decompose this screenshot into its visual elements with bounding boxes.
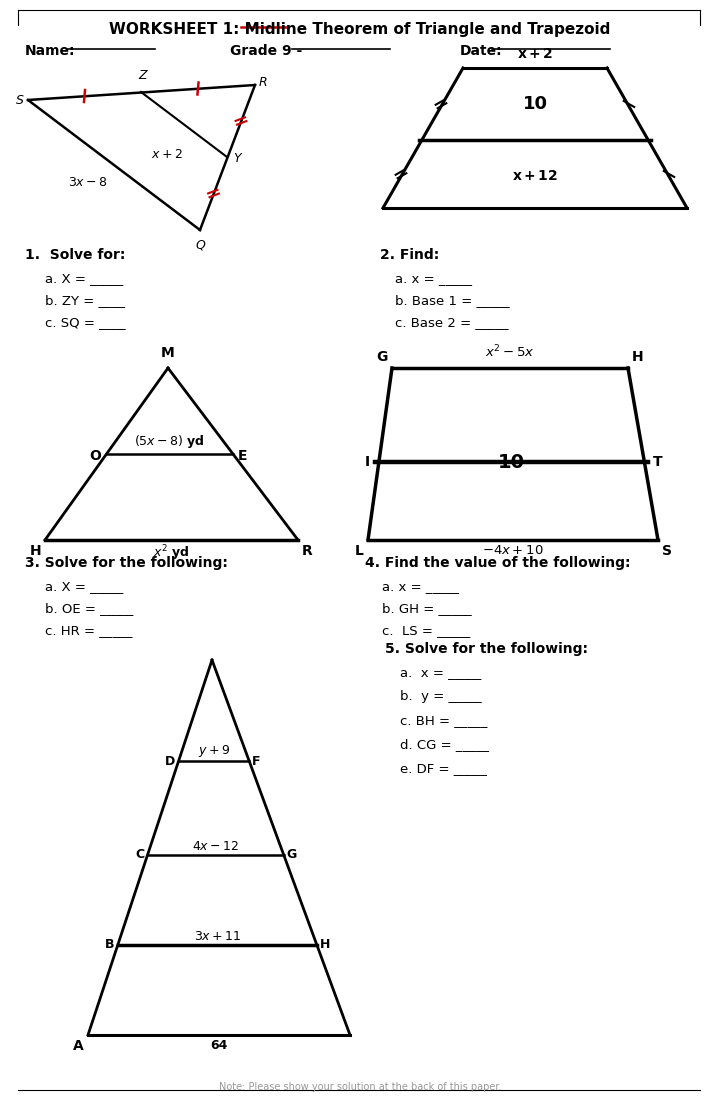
Text: a. X = _____: a. X = _____ [45, 272, 123, 285]
Text: a. x = _____: a. x = _____ [382, 580, 459, 593]
Text: T: T [653, 455, 662, 470]
Text: $x + 2$: $x + 2$ [151, 148, 183, 161]
Text: b.  y = _____: b. y = _____ [400, 690, 482, 703]
Text: $x^2$ yd: $x^2$ yd [153, 543, 190, 563]
Text: c. Base 2 = _____: c. Base 2 = _____ [395, 316, 508, 329]
Text: Z: Z [139, 69, 148, 82]
Text: R: R [302, 544, 312, 558]
Text: 2. Find:: 2. Find: [380, 248, 439, 262]
Text: $\bf{x+2}$: $\bf{x+2}$ [517, 47, 553, 61]
Text: 3. Solve for the following:: 3. Solve for the following: [25, 556, 228, 570]
Text: $3x+11$: $3x+11$ [194, 930, 241, 943]
Text: $y+9$: $y+9$ [198, 744, 230, 759]
Text: D: D [166, 755, 176, 768]
Text: $x^2-5x$: $x^2-5x$ [485, 343, 535, 360]
Text: H: H [320, 939, 330, 951]
Text: A: A [73, 1039, 84, 1053]
Text: 64: 64 [210, 1039, 228, 1052]
Text: c. SQ = ____: c. SQ = ____ [45, 316, 125, 329]
Text: a. X = _____: a. X = _____ [45, 580, 123, 593]
Text: Q: Q [195, 238, 205, 251]
Text: b. ZY = ____: b. ZY = ____ [45, 294, 125, 307]
Text: C: C [135, 848, 145, 861]
Text: F: F [252, 755, 261, 768]
Text: d. CG = _____: d. CG = _____ [400, 738, 489, 751]
Text: b. Base 1 = _____: b. Base 1 = _____ [395, 294, 510, 307]
Text: Y: Y [233, 152, 240, 166]
Text: 5. Solve for the following:: 5. Solve for the following: [385, 642, 588, 656]
Text: b. GH = _____: b. GH = _____ [382, 602, 472, 615]
Text: $(5x - 8)$ yd: $(5x - 8)$ yd [135, 433, 205, 450]
Text: c. BH = _____: c. BH = _____ [400, 714, 487, 727]
Text: 1.  Solve for:: 1. Solve for: [25, 248, 125, 262]
Text: H: H [632, 350, 644, 364]
Text: $3x - 8$: $3x - 8$ [68, 176, 108, 189]
Text: H: H [30, 544, 41, 558]
Text: c. HR = _____: c. HR = _____ [45, 624, 132, 637]
Text: c.  LS = _____: c. LS = _____ [382, 624, 470, 637]
Text: Date:: Date: [460, 44, 503, 58]
Text: S: S [16, 93, 24, 106]
Text: Grade 9 -: Grade 9 - [230, 44, 302, 58]
Text: WORKSHEET 1: Midline Theorem of Triangle and Trapezoid: WORKSHEET 1: Midline Theorem of Triangle… [109, 22, 611, 37]
Text: R: R [259, 77, 268, 90]
Text: O: O [89, 449, 102, 463]
Text: 4. Find the value of the following:: 4. Find the value of the following: [365, 556, 631, 570]
Text: B: B [105, 939, 114, 951]
Text: G: G [287, 848, 297, 861]
Text: E: E [238, 449, 248, 463]
Text: S: S [662, 544, 672, 558]
Text: $\bf{x+12}$: $\bf{x+12}$ [512, 169, 558, 183]
Text: Name:: Name: [25, 44, 76, 58]
Text: I: I [365, 455, 370, 470]
Text: a. x = _____: a. x = _____ [395, 272, 472, 285]
Text: $-4x+10$: $-4x+10$ [482, 544, 544, 557]
Text: M: M [161, 346, 175, 360]
Text: Note: Please show your solution at the back of this paper.: Note: Please show your solution at the b… [219, 1082, 501, 1092]
Text: 10: 10 [498, 452, 525, 472]
Text: $4x-12$: $4x-12$ [192, 840, 239, 853]
Text: 10: 10 [523, 95, 547, 113]
Text: G: G [377, 350, 388, 364]
Text: e. DF = _____: e. DF = _____ [400, 762, 487, 774]
Text: b. OE = _____: b. OE = _____ [45, 602, 133, 615]
Text: a.  x = _____: a. x = _____ [400, 666, 481, 679]
Text: L: L [355, 544, 364, 558]
